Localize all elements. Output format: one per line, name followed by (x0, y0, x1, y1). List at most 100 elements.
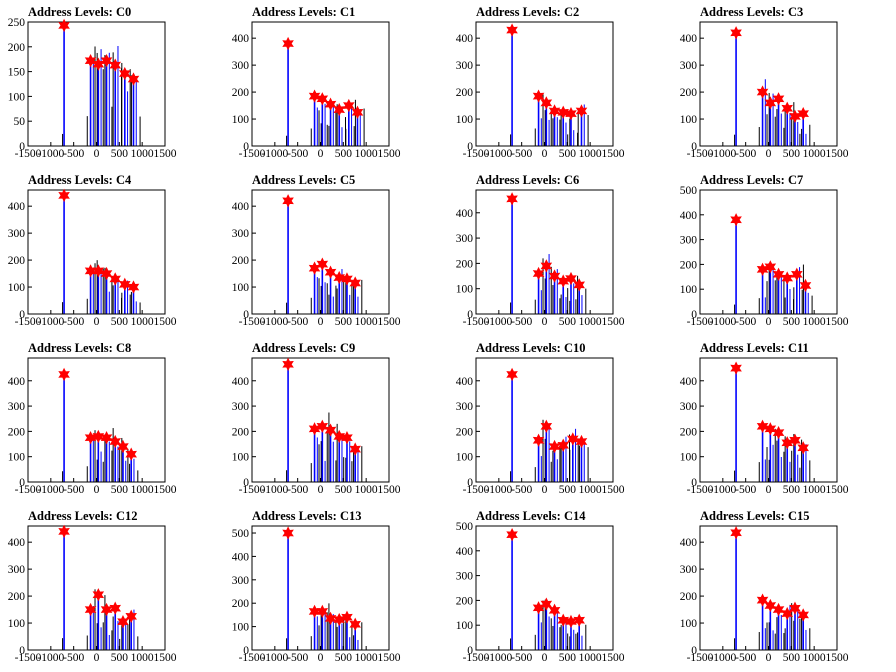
y-tick-label: 300 (680, 564, 698, 576)
x-tick-label: 0 (766, 484, 772, 496)
y-tick-label: 200 (232, 87, 250, 99)
peak-marker (540, 96, 553, 110)
histogram-panel: Address Levels: C4 0 100 200 300 400 -1500 -100… (0, 168, 224, 336)
peak-marker (573, 613, 585, 627)
x-tick-label: 1000 (579, 316, 602, 328)
peak-marker (100, 431, 113, 445)
x-tick-label: 0 (766, 652, 772, 664)
y-tick-label: 100 (456, 284, 474, 296)
y-tick-label: 500 (680, 185, 698, 197)
peak-marker (316, 257, 329, 271)
x-tick-label: -1500 (463, 316, 490, 328)
y-tick-label: 100 (680, 452, 698, 464)
y-tick-label: 200 (232, 255, 250, 267)
y-tick-label: 400 (680, 33, 698, 45)
y-tick-label: 400 (456, 546, 474, 558)
y-tick-label: 400 (680, 376, 698, 388)
x-tick-label: 1500 (602, 148, 625, 160)
peak-marker (730, 526, 742, 540)
x-tick-label: 1000 (355, 484, 378, 496)
x-tick-label: 0 (318, 484, 324, 496)
y-tick-label: 0 (19, 309, 25, 321)
x-tick-label: 1500 (154, 148, 177, 160)
histogram-panel: Address Levels: C11 0 100 200 300 400 -1500 -10… (672, 336, 896, 504)
chart-title: Address Levels: C0 (28, 5, 132, 19)
histogram-plot: 0 100 200 300 400 -1500-1000-500 0 500 1000 1500 (456, 21, 625, 160)
peak-marker (333, 102, 346, 117)
peak-marker (84, 264, 97, 278)
peak-marker (84, 602, 97, 617)
histogram-plot: 0 100 200 300 400 -1500-1000-500 0 500 1000 1500 (456, 357, 625, 496)
y-tick-label: 200 (8, 42, 26, 54)
peak-marker (92, 429, 105, 444)
peak-marker (349, 276, 361, 290)
y-tick-label: 300 (8, 228, 26, 240)
x-tick-label: -1500 (463, 148, 490, 160)
peak-marker (532, 601, 545, 615)
peak-marker (282, 526, 294, 540)
x-tick-label: 1500 (378, 148, 401, 160)
x-tick-label: 500 (783, 484, 801, 496)
y-tick-label: 400 (8, 537, 26, 549)
peak-marker (567, 432, 579, 446)
x-tick-label: 500 (335, 484, 353, 496)
y-tick-label: 300 (456, 233, 474, 245)
chart-title: Address Levels: C7 (700, 173, 804, 187)
x-tick-label: 0 (542, 316, 548, 328)
peak-marker (756, 85, 769, 99)
x-tick-label: -1500 (239, 484, 266, 496)
y-tick-label: 500 (232, 528, 250, 540)
peak-marker (343, 98, 355, 113)
x-tick-label: -1000 (709, 652, 736, 664)
x-tick-label: 0 (318, 652, 324, 664)
peak-marker (341, 272, 353, 286)
histogram-panel: Address Levels: C5 0 100 200 300 400 -1500 -100… (224, 168, 448, 336)
x-tick-label: 0 (94, 652, 100, 664)
x-tick-label: 500 (111, 316, 129, 328)
y-tick-label: 300 (8, 401, 26, 413)
y-tick-label: 300 (8, 564, 26, 576)
y-tick-label: 100 (680, 618, 698, 630)
y-tick-label: 300 (680, 401, 698, 413)
x-tick-label: -500 (511, 652, 532, 664)
y-tick-label: 100 (8, 91, 26, 103)
y-tick-label: 200 (232, 426, 250, 438)
plot-frame (251, 357, 390, 483)
x-tick-label: 0 (94, 148, 100, 160)
y-tick-label: 200 (456, 258, 474, 270)
x-tick-label: -500 (511, 316, 532, 328)
chart-title: Address Levels: C2 (476, 5, 580, 19)
y-tick-label: 0 (243, 309, 249, 321)
x-tick-label: 500 (559, 148, 577, 160)
x-tick-label: -1500 (687, 148, 714, 160)
x-tick-label: -1500 (15, 148, 42, 160)
y-tick-label: 0 (243, 477, 249, 489)
y-tick-label: 100 (456, 114, 474, 126)
y-tick-label: 400 (232, 33, 250, 45)
x-tick-label: 500 (559, 484, 577, 496)
y-tick-label: 300 (232, 575, 250, 587)
x-tick-label: -1000 (709, 484, 736, 496)
peak-marker (109, 272, 122, 286)
peak-marker (789, 601, 801, 615)
peak-marker (756, 593, 769, 607)
plot-frame (699, 189, 838, 315)
y-tick-label: 300 (456, 60, 474, 72)
peak-marker (772, 92, 785, 106)
plot-frame (27, 525, 166, 651)
x-tick-label: -1000 (709, 148, 736, 160)
peak-marker (548, 603, 561, 617)
x-tick-label: -1500 (15, 484, 42, 496)
x-tick-label: -500 (63, 652, 84, 664)
y-tick-label: 200 (8, 591, 26, 603)
peak-marker (109, 434, 122, 449)
y-tick-label: 300 (232, 401, 250, 413)
peak-marker (532, 89, 545, 103)
x-tick-label: -500 (63, 484, 84, 496)
peak-marker (282, 357, 294, 372)
x-tick-label: 1000 (579, 148, 602, 160)
y-tick-label: 100 (456, 620, 474, 632)
peak-marker (308, 261, 321, 275)
x-tick-label: 1500 (826, 652, 849, 664)
